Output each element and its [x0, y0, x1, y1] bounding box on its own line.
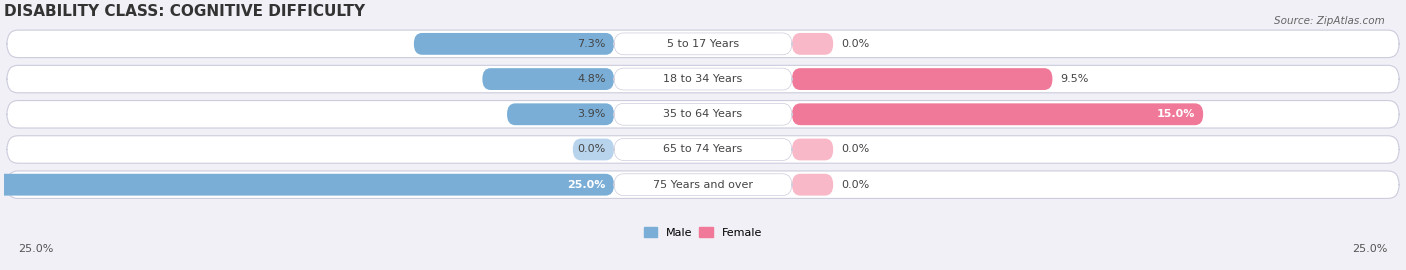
Text: 0.0%: 0.0%	[841, 39, 870, 49]
Text: 5 to 17 Years: 5 to 17 Years	[666, 39, 740, 49]
FancyBboxPatch shape	[614, 174, 792, 195]
FancyBboxPatch shape	[792, 103, 1204, 125]
FancyBboxPatch shape	[0, 174, 614, 195]
FancyBboxPatch shape	[572, 139, 614, 160]
FancyBboxPatch shape	[792, 33, 834, 55]
Text: 35 to 64 Years: 35 to 64 Years	[664, 109, 742, 119]
FancyBboxPatch shape	[792, 68, 1053, 90]
Text: 0.0%: 0.0%	[578, 144, 606, 154]
Text: 0.0%: 0.0%	[841, 180, 870, 190]
Text: 0.0%: 0.0%	[841, 144, 870, 154]
FancyBboxPatch shape	[7, 65, 1399, 93]
Text: 4.8%: 4.8%	[578, 74, 606, 84]
FancyBboxPatch shape	[614, 103, 792, 125]
Text: 9.5%: 9.5%	[1060, 74, 1090, 84]
FancyBboxPatch shape	[7, 136, 1399, 163]
Text: 15.0%: 15.0%	[1157, 109, 1195, 119]
FancyBboxPatch shape	[614, 68, 792, 90]
Text: DISABILITY CLASS: COGNITIVE DIFFICULTY: DISABILITY CLASS: COGNITIVE DIFFICULTY	[4, 4, 366, 19]
Text: Source: ZipAtlas.com: Source: ZipAtlas.com	[1274, 16, 1385, 26]
Text: 75 Years and over: 75 Years and over	[652, 180, 754, 190]
Text: 25.0%: 25.0%	[568, 180, 606, 190]
FancyBboxPatch shape	[792, 174, 834, 195]
FancyBboxPatch shape	[482, 68, 614, 90]
Text: 18 to 34 Years: 18 to 34 Years	[664, 74, 742, 84]
Legend: Male, Female: Male, Female	[644, 227, 762, 238]
FancyBboxPatch shape	[508, 103, 614, 125]
FancyBboxPatch shape	[7, 30, 1399, 58]
Text: 25.0%: 25.0%	[18, 244, 53, 254]
FancyBboxPatch shape	[7, 100, 1399, 128]
Text: 65 to 74 Years: 65 to 74 Years	[664, 144, 742, 154]
FancyBboxPatch shape	[614, 139, 792, 160]
Text: 25.0%: 25.0%	[1353, 244, 1388, 254]
Text: 7.3%: 7.3%	[578, 39, 606, 49]
Text: 3.9%: 3.9%	[578, 109, 606, 119]
FancyBboxPatch shape	[792, 139, 834, 160]
FancyBboxPatch shape	[7, 171, 1399, 198]
FancyBboxPatch shape	[413, 33, 614, 55]
FancyBboxPatch shape	[614, 33, 792, 55]
